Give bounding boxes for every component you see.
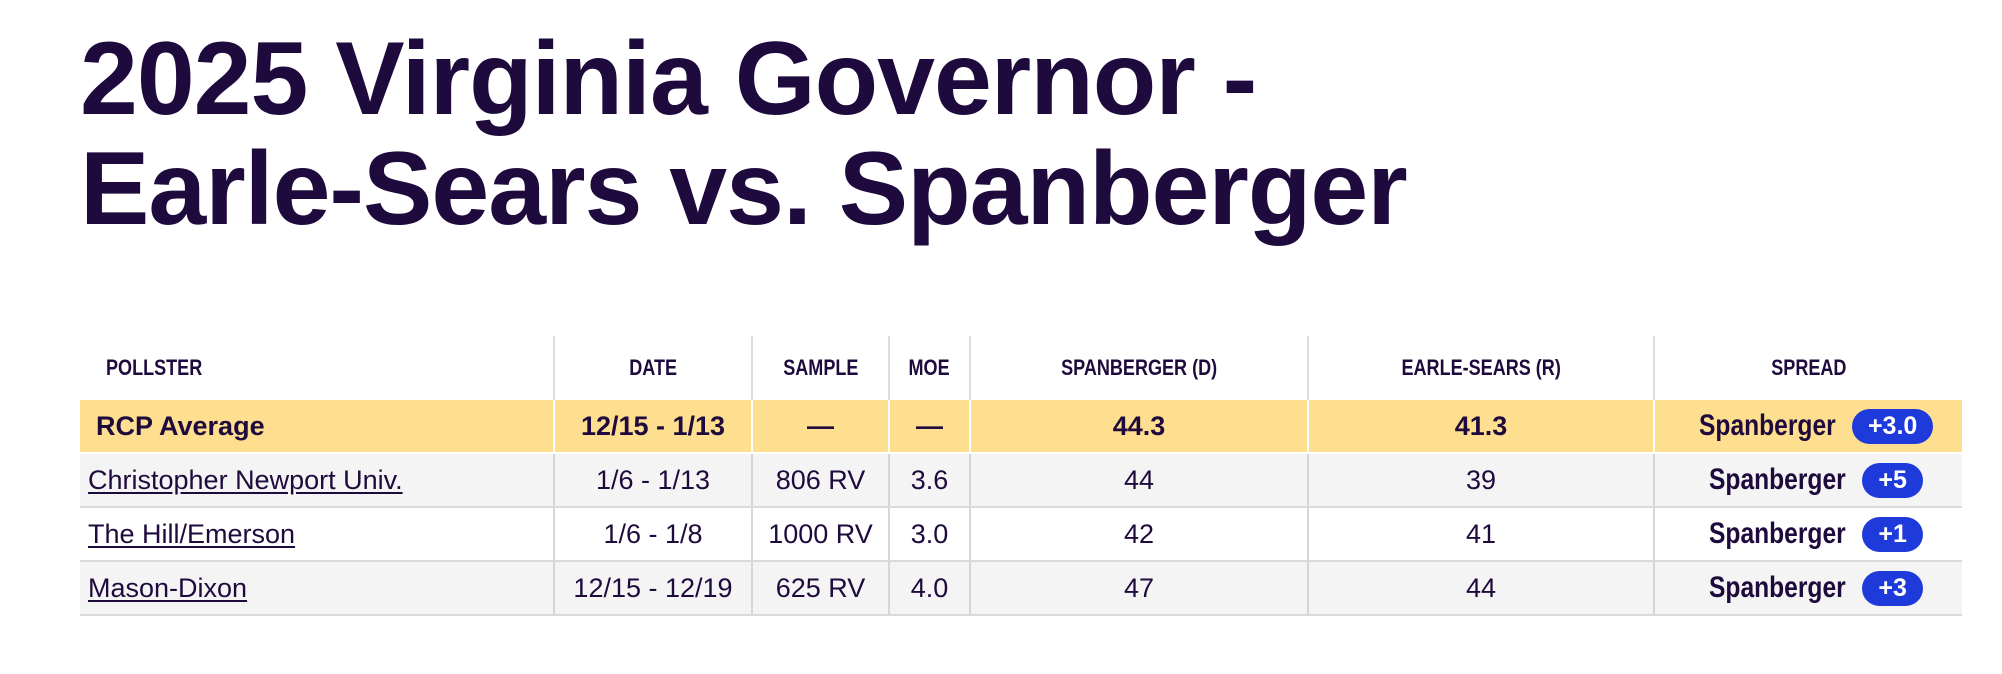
spread-cell: Spanberger +3 (1653, 561, 1962, 616)
earle-sears-cell: 41 (1307, 507, 1654, 562)
rcp-date: 12/15 - 1/13 (553, 400, 752, 454)
spread-winner: Spanberger (1709, 517, 1846, 550)
pollster-link[interactable]: Christopher Newport Univ. (88, 464, 403, 495)
moe-cell: 3.0 (888, 507, 970, 562)
header-pollster[interactable]: POLLSTER (106, 355, 203, 380)
polls-table: POLLSTER DATE SAMPLE MOE SPANBERGER (D) … (80, 336, 1962, 616)
sample-cell: 1000 RV (751, 507, 889, 562)
rcp-average-row: RCP Average 12/15 - 1/13 — — 44.3 41.3 S… (80, 400, 1962, 454)
pollster-link[interactable]: The Hill/Emerson (88, 518, 296, 549)
spread-winner: Spanberger (1709, 571, 1846, 604)
spread-badge: +1 (1862, 516, 1923, 552)
page-title: 2025 Virginia Governor - Earle-Sears vs.… (80, 21, 1408, 247)
spread-cell: Spanberger +5 (1653, 453, 1962, 508)
moe-cell: 4.0 (888, 561, 970, 616)
table-header-row: POLLSTER DATE SAMPLE MOE SPANBERGER (D) … (80, 336, 1962, 400)
date-cell: 1/6 - 1/8 (553, 507, 752, 562)
page-title-line-1: 2025 Virginia Governor - (80, 21, 1257, 137)
rcp-pollster: RCP Average (80, 400, 554, 454)
date-cell: 1/6 - 1/13 (553, 453, 752, 508)
spread-cell: Spanberger +1 (1653, 507, 1962, 562)
table-row: Mason-Dixon 12/15 - 12/19 625 RV 4.0 47 … (80, 561, 1962, 616)
rcp-earle-sears: 41.3 (1307, 400, 1654, 454)
header-spanberger[interactable]: SPANBERGER (D) (969, 336, 1308, 400)
spread-badge: +3.0 (1851, 408, 1934, 444)
spread-winner: Spanberger (1698, 409, 1836, 442)
earle-sears-cell: 39 (1307, 453, 1654, 508)
pollster-cell: Christopher Newport Univ. (80, 453, 554, 508)
spread-winner: Spanberger (1709, 463, 1846, 496)
rcp-sample: — (751, 400, 889, 454)
spread-badge: +5 (1862, 462, 1923, 498)
table-row: The Hill/Emerson 1/6 - 1/8 1000 RV 3.0 4… (80, 507, 1962, 562)
spread-badge: +3 (1862, 570, 1923, 606)
header-earle-sears[interactable]: EARLE-SEARS (R) (1307, 336, 1654, 400)
header-sample[interactable]: SAMPLE (751, 336, 889, 400)
spanberger-cell: 44 (969, 453, 1308, 508)
rcp-moe: — (888, 400, 970, 454)
rcp-spread: Spanberger +3.0 (1653, 400, 1962, 454)
header-date[interactable]: DATE (553, 336, 752, 400)
date-cell: 12/15 - 12/19 (553, 561, 752, 616)
table-row: Christopher Newport Univ. 1/6 - 1/13 806… (80, 453, 1962, 508)
earle-sears-cell: 44 (1307, 561, 1654, 616)
pollster-link[interactable]: Mason-Dixon (88, 572, 248, 603)
sample-cell: 625 RV (751, 561, 889, 616)
header-spread[interactable]: SPREAD (1653, 336, 1962, 400)
pollster-cell: The Hill/Emerson (80, 507, 554, 562)
moe-cell: 3.6 (888, 453, 970, 508)
page-title-line-2: Earle-Sears vs. Spanberger (80, 131, 1408, 247)
sample-cell: 806 RV (751, 453, 889, 508)
spanberger-cell: 42 (969, 507, 1308, 562)
rcp-spanberger: 44.3 (969, 400, 1308, 454)
spanberger-cell: 47 (969, 561, 1308, 616)
header-moe[interactable]: MOE (888, 336, 970, 400)
pollster-cell: Mason-Dixon (80, 561, 554, 616)
